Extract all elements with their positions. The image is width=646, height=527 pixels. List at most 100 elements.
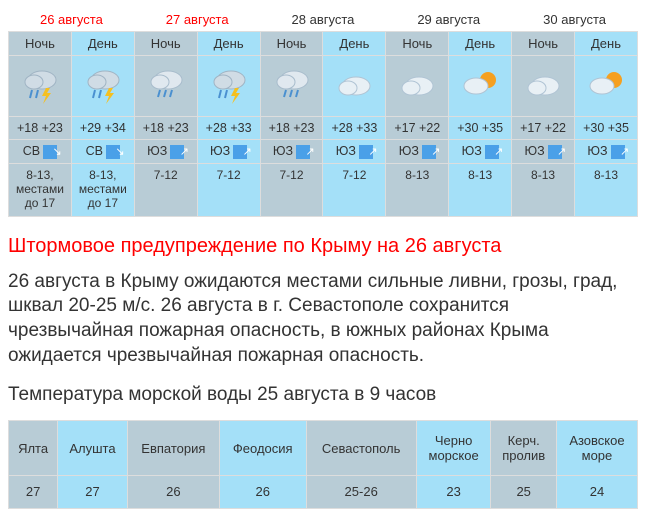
weather-icon-cell xyxy=(575,56,638,117)
wind-dir-label: СВ xyxy=(86,144,103,158)
date-2: 28 августа xyxy=(260,8,386,32)
temperature: +18 +23 xyxy=(9,117,72,140)
wind-arrow-icon xyxy=(43,145,57,159)
wind-dir-label: ЮЗ xyxy=(399,144,419,158)
wind-arrow-icon xyxy=(359,145,373,159)
rain-thunder-icon xyxy=(20,66,60,106)
water-temp-title: Температура морской воды 25 августа в 9 … xyxy=(8,384,638,406)
period-label: Ночь xyxy=(386,32,449,56)
water-location: Феодосия xyxy=(219,421,306,476)
weather-icon-cell xyxy=(386,56,449,117)
date-4: 30 августа xyxy=(512,8,638,32)
water-temp: 25-26 xyxy=(306,476,416,509)
wind-speed: 8-13 xyxy=(512,163,575,216)
wind-direction: ЮЗ xyxy=(323,140,386,164)
wind-dir-label: ЮЗ xyxy=(587,144,607,158)
period-label: Ночь xyxy=(134,32,197,56)
wind-speed: 8-13 xyxy=(386,163,449,216)
cloud-rain-icon xyxy=(272,66,312,106)
temperature: +28 +33 xyxy=(197,117,260,140)
wind-speed: 7-12 xyxy=(197,163,260,216)
speed-row: 8-13, местами до 178-13, местами до 177-… xyxy=(9,163,638,216)
wind-arrow-icon xyxy=(170,145,184,159)
cloud-rain-icon xyxy=(146,66,186,106)
water-location: Алушта xyxy=(58,421,128,476)
wind-arrow-icon xyxy=(485,145,499,159)
wind-dir-label: ЮЗ xyxy=(336,144,356,158)
date-1: 27 августа xyxy=(134,8,260,32)
date-3: 29 августа xyxy=(386,8,512,32)
wind-speed: 7-12 xyxy=(134,163,197,216)
wind-dir-label: ЮЗ xyxy=(524,144,544,158)
water-temp: 27 xyxy=(58,476,128,509)
wind-speed: 7-12 xyxy=(260,163,323,216)
water-temp: 26 xyxy=(219,476,306,509)
wind-direction: ЮЗ xyxy=(512,140,575,164)
temperature: +30 +35 xyxy=(575,117,638,140)
icon-row xyxy=(9,56,638,117)
date-0: 26 августа xyxy=(9,8,135,32)
water-temps-row: 2727262625-26232524 xyxy=(9,476,638,509)
wind-speed: 8-13 xyxy=(575,163,638,216)
cloud-sun-icon xyxy=(460,66,500,106)
water-temp: 23 xyxy=(416,476,491,509)
temperature: +30 +35 xyxy=(449,117,512,140)
forecast-table: 26 августа 27 августа 28 августа 29 авгу… xyxy=(8,8,638,217)
wind-direction: СВ xyxy=(9,140,72,164)
period-label: День xyxy=(449,32,512,56)
wind-speed: 8-13, местами до 17 xyxy=(9,163,72,216)
rain-thunder-icon xyxy=(209,66,249,106)
period-label: Ночь xyxy=(9,32,72,56)
water-temp: 27 xyxy=(9,476,58,509)
wind-speed: 8-13, местами до 17 xyxy=(71,163,134,216)
wind-speed: 7-12 xyxy=(323,163,386,216)
wind-arrow-icon xyxy=(611,145,625,159)
wind-direction: ЮЗ xyxy=(575,140,638,164)
period-row: НочьДеньНочьДеньНочьДеньНочьДеньНочьДень xyxy=(9,32,638,56)
period-label: День xyxy=(71,32,134,56)
wind-arrow-icon xyxy=(548,145,562,159)
temp-row: +18 +23+29 +34+18 +23+28 +33+18 +23+28 +… xyxy=(9,117,638,140)
wind-dir-label: СВ xyxy=(23,144,40,158)
wind-direction: СВ xyxy=(71,140,134,164)
weather-icon-cell xyxy=(9,56,72,117)
water-temp: 24 xyxy=(556,476,637,509)
weather-icon-cell xyxy=(71,56,134,117)
water-location: Керч.пролив xyxy=(491,421,557,476)
wind-dir-label: ЮЗ xyxy=(273,144,293,158)
date-row: 26 августа 27 августа 28 августа 29 авгу… xyxy=(9,8,638,32)
wind-dir-label: ЮЗ xyxy=(210,144,230,158)
weather-icon-cell xyxy=(197,56,260,117)
warning-title: Штормовое предупреждение по Крыму на 26 … xyxy=(8,235,638,258)
temperature: +29 +34 xyxy=(71,117,134,140)
temperature: +17 +22 xyxy=(512,117,575,140)
wind-row: СВ СВ ЮЗ ЮЗ ЮЗ ЮЗ ЮЗ ЮЗ ЮЗ ЮЗ xyxy=(9,140,638,164)
temperature: +18 +23 xyxy=(260,117,323,140)
wind-direction: ЮЗ xyxy=(449,140,512,164)
water-location: Азовскоеморе xyxy=(556,421,637,476)
cloud-sun-icon xyxy=(586,66,626,106)
period-label: Ночь xyxy=(512,32,575,56)
period-label: День xyxy=(575,32,638,56)
weather-icon-cell xyxy=(449,56,512,117)
wind-direction: ЮЗ xyxy=(386,140,449,164)
warning-text: 26 августа в Крыму ожидаются местами сил… xyxy=(8,270,638,369)
temperature: +28 +33 xyxy=(323,117,386,140)
temperature: +18 +23 xyxy=(134,117,197,140)
weather-icon-cell xyxy=(323,56,386,117)
wind-dir-label: ЮЗ xyxy=(462,144,482,158)
wind-arrow-icon xyxy=(422,145,436,159)
wind-direction: ЮЗ xyxy=(197,140,260,164)
water-locations-row: ЯлтаАлуштаЕвпаторияФеодосияСевастопольЧе… xyxy=(9,421,638,476)
water-location: Черноморское xyxy=(416,421,491,476)
period-label: День xyxy=(197,32,260,56)
period-label: День xyxy=(323,32,386,56)
wind-direction: ЮЗ xyxy=(134,140,197,164)
wind-direction: ЮЗ xyxy=(260,140,323,164)
water-location: Ялта xyxy=(9,421,58,476)
rain-thunder-icon xyxy=(83,66,123,106)
water-location: Евпатория xyxy=(127,421,219,476)
water-temp: 26 xyxy=(127,476,219,509)
cloud-icon xyxy=(523,66,563,106)
wind-dir-label: ЮЗ xyxy=(147,144,167,158)
